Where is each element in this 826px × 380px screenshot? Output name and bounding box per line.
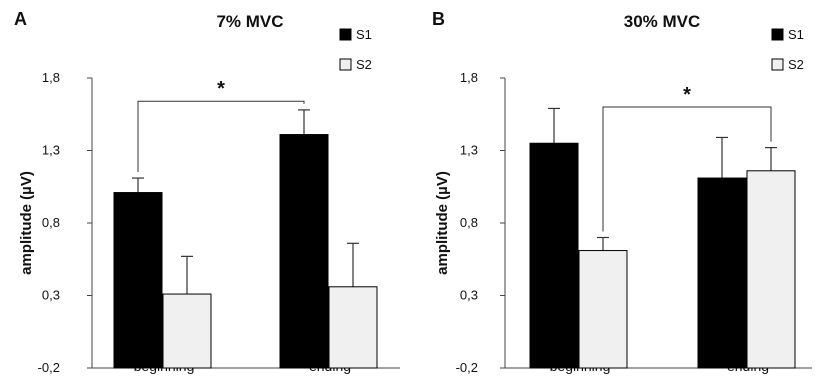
- y-tick-label: -0,2: [456, 360, 478, 375]
- y-tick-label: 1,8: [42, 70, 60, 85]
- legend-label-s1: S1: [788, 27, 804, 42]
- bar-s2-beginning: [578, 250, 628, 369]
- significance-bracket: [137, 100, 305, 173]
- y-tick-label: 1,3: [42, 143, 60, 158]
- legend-label-s2: S2: [788, 57, 804, 72]
- y-axis-label: amplitude (µV): [18, 171, 35, 275]
- y-tick-label: 0,8: [460, 215, 478, 230]
- legend-label-s2: S2: [356, 57, 372, 72]
- y-tick-label: 1,8: [460, 70, 478, 85]
- legend-label-s1: S1: [356, 27, 372, 42]
- panel-letter: A: [14, 9, 27, 29]
- bar-s2-beginning: [162, 293, 212, 369]
- legend-swatch-s1: [771, 28, 784, 41]
- bar-s1-beginning: [113, 192, 163, 369]
- bar-s1-ending: [697, 177, 747, 369]
- significance-star: *: [217, 78, 225, 100]
- y-tick-label: -0,2: [38, 360, 60, 375]
- y-axis-label: amplitude (µV): [434, 171, 451, 275]
- bar-s1-ending: [279, 134, 329, 369]
- legend-swatch-s1: [339, 28, 352, 41]
- bar-s2-ending: [746, 170, 796, 369]
- legend-swatch-s2: [339, 58, 352, 71]
- bar-s2-ending: [328, 286, 378, 369]
- y-tick-label: 0,8: [42, 215, 60, 230]
- legend-swatch-s2: [771, 58, 784, 71]
- significance-star: *: [683, 84, 691, 106]
- y-tick-label: 0,3: [42, 288, 60, 303]
- chart-title: 30% MVC: [624, 12, 701, 31]
- y-tick-label: 0,3: [460, 288, 478, 303]
- significance-bracket: [602, 106, 772, 232]
- chart-title: 7% MVC: [216, 12, 283, 31]
- y-tick-label: 1,3: [460, 143, 478, 158]
- bar-s1-beginning: [529, 142, 579, 369]
- panel-letter: B: [432, 9, 445, 29]
